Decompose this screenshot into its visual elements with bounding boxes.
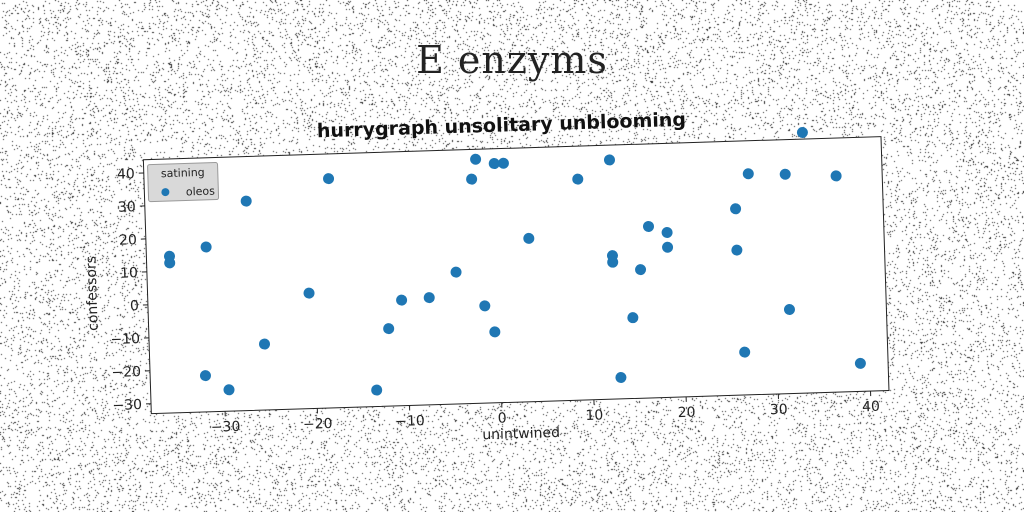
points-layer — [163, 126, 866, 396]
data-point — [383, 323, 395, 335]
data-point — [323, 173, 335, 185]
x-tick-label: 40 — [862, 399, 880, 416]
data-point — [854, 357, 866, 369]
x-tick-label: −30 — [211, 419, 241, 436]
page-heading: E enzyms — [416, 38, 608, 82]
data-point — [489, 326, 501, 338]
data-point — [607, 256, 619, 268]
data-point — [497, 157, 509, 169]
data-point — [779, 168, 791, 180]
plot-area — [142, 136, 890, 415]
y-tick-label: −20 — [111, 364, 141, 381]
data-point — [450, 266, 462, 278]
data-point — [396, 294, 408, 306]
legend: satining oleos — [147, 162, 220, 203]
ticks-layer: −30 −20 −10 0 10 20 30 40 −30 −20 −10 0 10 20 30 40 — [110, 166, 880, 436]
data-point — [661, 226, 673, 238]
data-point — [223, 384, 235, 396]
data-point — [466, 173, 478, 185]
data-point — [642, 220, 654, 232]
x-tick-label: −20 — [303, 416, 333, 433]
data-point — [572, 173, 584, 185]
y-tick-label: −30 — [112, 397, 142, 414]
data-point — [371, 384, 383, 396]
data-point — [470, 153, 482, 165]
data-point — [200, 241, 212, 253]
x-tick-label: 30 — [770, 402, 788, 419]
legend-entry-oleos: oleos — [186, 185, 216, 199]
data-point — [730, 203, 742, 215]
x-tick-label: −10 — [395, 413, 425, 430]
x-tick-label: 20 — [677, 405, 695, 422]
data-point — [240, 195, 252, 207]
data-point — [199, 370, 211, 382]
data-point — [603, 154, 615, 166]
data-point — [783, 303, 795, 315]
y-tick-label: 40 — [117, 166, 135, 183]
data-point — [742, 168, 754, 180]
chart-title: hurrygraph unsolitary unblooming — [317, 109, 687, 143]
legend-title: satining — [161, 166, 205, 180]
data-point — [479, 300, 491, 312]
y-tick-label: 20 — [119, 232, 137, 249]
data-point — [259, 338, 271, 350]
data-point — [164, 257, 176, 269]
data-point — [627, 312, 639, 324]
y-tick-label: 0 — [130, 298, 139, 314]
data-point — [423, 292, 435, 304]
legend-marker — [161, 188, 170, 197]
data-point — [488, 158, 500, 170]
data-point — [615, 371, 627, 383]
data-point — [731, 244, 743, 256]
y-axis-label: confessors — [83, 256, 101, 331]
data-point — [796, 126, 808, 138]
data-point — [739, 346, 751, 358]
data-point — [662, 241, 674, 253]
x-tick-label: 10 — [585, 407, 603, 424]
y-tick-label: 10 — [120, 265, 138, 282]
data-point — [635, 264, 647, 276]
y-tick-label: −10 — [110, 331, 140, 348]
y-tick-label: 30 — [118, 199, 136, 216]
x-axis-label: unintwined — [482, 425, 560, 443]
x-tick-label: 0 — [497, 410, 506, 426]
data-point — [523, 232, 535, 244]
data-point — [830, 170, 842, 182]
data-point — [303, 287, 315, 299]
